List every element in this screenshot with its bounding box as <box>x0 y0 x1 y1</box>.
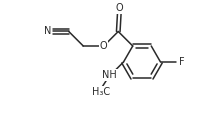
Text: NH: NH <box>102 70 117 80</box>
Text: N: N <box>44 26 51 36</box>
Text: O: O <box>100 41 108 51</box>
Text: H₃C: H₃C <box>91 87 110 97</box>
Text: F: F <box>179 57 185 67</box>
Text: O: O <box>115 4 123 14</box>
